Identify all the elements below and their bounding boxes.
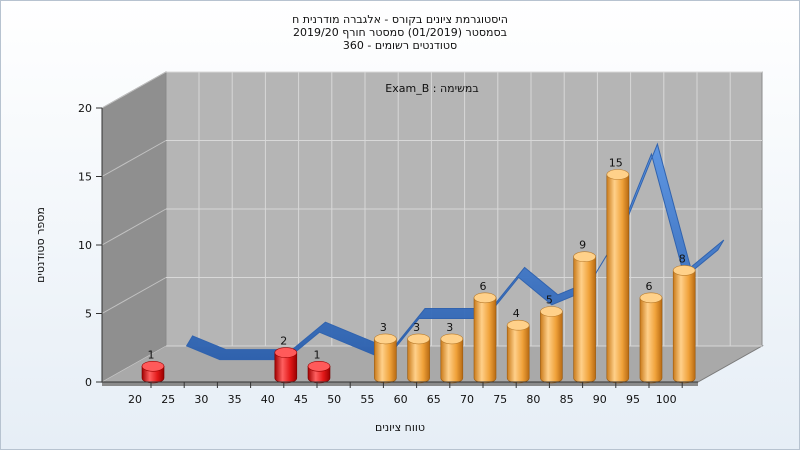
left-wall-gridline (101, 208, 167, 246)
value-label-80: 5 (546, 294, 553, 307)
x-axis-title: טווח ציונים (375, 421, 425, 434)
bar-body (440, 338, 464, 384)
bar-75 (506, 319, 530, 384)
bar-body (374, 338, 397, 384)
value-label-55: 3 (380, 321, 387, 334)
y-axis-ticks: 0 5 10 15 20 (78, 102, 103, 389)
x-tick-label: 35 (228, 393, 242, 406)
bar-top-cap (274, 347, 298, 358)
y-tick-label: 5 (85, 308, 92, 321)
bar-top-cap (374, 333, 397, 345)
bar-80 (540, 306, 563, 384)
value-labels: 1 2 1 3 3 3 6 4 5 9 15 6 8 (148, 157, 686, 362)
bar-top-cap (606, 169, 630, 180)
x-tick-label: 70 (460, 393, 474, 406)
bar-45 (307, 360, 331, 384)
value-label-20: 1 (148, 348, 155, 361)
x-tick-label: 85 (560, 393, 574, 406)
bar-body (274, 352, 298, 384)
x-tick-label: 65 (427, 393, 441, 406)
x-axis-ticks: 20 25 30 35 40 45 50 55 60 65 70 75 80 85 90 95 100 (102, 381, 698, 406)
bar-body (473, 297, 497, 384)
bar-top-cap (540, 306, 563, 317)
bar-top-cap (573, 251, 596, 263)
x-tick-label: 90 (593, 393, 607, 406)
chart-title-line-1: היסטוגרמת ציונים בקורס - אלגברה מודרנית … (292, 13, 508, 26)
chart-title-line-2: בסמסטר (01/2019) סמסטר חורף 2019/20 (293, 26, 507, 39)
bar-top-cap (672, 265, 696, 276)
bar-65 (440, 333, 464, 384)
y-tick-label: 20 (78, 102, 92, 115)
x-tick-label: 40 (261, 393, 275, 406)
value-label-45: 1 (314, 348, 321, 361)
bar-55 (374, 333, 397, 384)
x-tick-label: 60 (394, 393, 408, 406)
bar-top-cap (506, 319, 530, 331)
x-tick-label: 30 (194, 393, 208, 406)
left-wall-gridline (101, 277, 167, 314)
value-label-60: 3 (413, 321, 420, 334)
value-label-85: 9 (579, 239, 586, 252)
bar-top-cap (639, 292, 663, 304)
y-axis-title: מספר סטודנטים (34, 207, 47, 283)
x-tick-label: 75 (493, 393, 507, 406)
bar-body (540, 311, 563, 384)
x-tick-label: 20 (128, 393, 142, 406)
left-wall-gridline (101, 71, 167, 109)
x-tick-label: 50 (327, 393, 341, 406)
bar-top-cap (473, 292, 497, 304)
bar-body (639, 297, 663, 384)
x-tick-label: 45 (294, 393, 308, 406)
chart-title-line-3: סטודנטים רשומים - 360 (342, 39, 458, 52)
y-tick-label: 10 (78, 239, 92, 252)
bar-70 (473, 292, 497, 384)
left-wall-gridline (101, 345, 167, 383)
value-label-75: 4 (513, 307, 520, 320)
floor-front-edge (102, 382, 698, 386)
value-label-65: 3 (446, 321, 453, 334)
bar-85 (573, 251, 596, 384)
bar-body (606, 174, 630, 384)
x-tick-label: 100 (656, 393, 677, 406)
x-tick-label: 95 (626, 393, 640, 406)
y-tick-label: 15 (78, 171, 92, 184)
bar-top-cap (407, 333, 430, 345)
bar-60 (407, 333, 430, 384)
chart-subtitle: במשימה : Exam_B (385, 82, 478, 95)
bars (141, 169, 696, 384)
bar-20 (141, 360, 165, 384)
bar-100 (672, 265, 696, 384)
value-label-40: 2 (280, 335, 287, 348)
bar-top-cap (141, 360, 165, 372)
bar-90 (606, 169, 630, 384)
left-wall-gridline (101, 140, 167, 177)
bar-top-cap (440, 333, 464, 345)
x-tick-label: 25 (161, 393, 175, 406)
bar-body (672, 270, 696, 384)
value-label-70: 6 (480, 280, 487, 293)
value-label-90: 15 (609, 157, 623, 170)
bar-body (407, 338, 430, 384)
y-tick-label: 0 (85, 376, 92, 389)
bar-40 (274, 347, 298, 384)
bar-top-cap (307, 360, 331, 372)
x-tick-label: 80 (526, 393, 540, 406)
bar-95 (639, 292, 663, 384)
x-tick-label: 55 (360, 393, 374, 406)
value-label-100: 8 (679, 252, 686, 265)
bar-body (506, 324, 530, 384)
bar-body (573, 256, 596, 384)
value-label-95: 6 (646, 280, 653, 293)
